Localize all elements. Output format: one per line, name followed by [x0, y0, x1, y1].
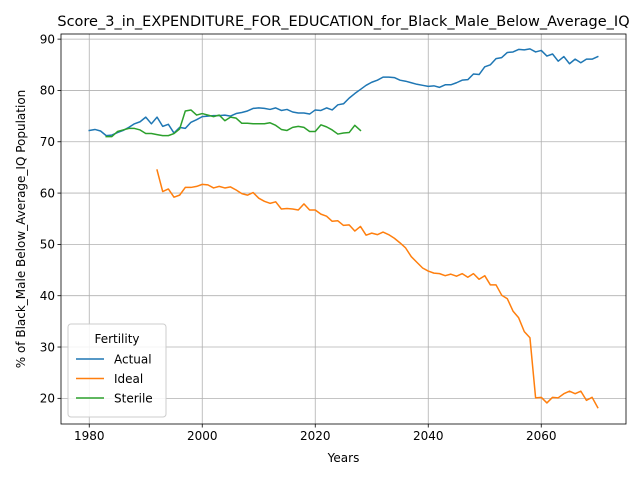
legend-title: Fertility	[94, 332, 139, 346]
chart-title: Score_3_in_EXPENDITURE_FOR_EDUCATION_for…	[57, 14, 629, 30]
legend-items: Actual Ideal Sterile	[76, 352, 153, 405]
x-tick-label: 2060	[526, 429, 557, 443]
y-tick-label: 90	[40, 32, 55, 46]
y-tick-label: 60	[40, 186, 55, 200]
x-tick-label: 2040	[413, 429, 444, 443]
legend-label-sterile: Sterile	[114, 391, 153, 405]
y-axis-label: % of Black_Male Below_Average_IQ Populat…	[14, 90, 28, 369]
grid-lines	[61, 34, 626, 424]
x-tick-label: 2020	[300, 429, 331, 443]
legend-label-actual: Actual	[114, 352, 152, 366]
y-tick-label: 40	[40, 289, 55, 303]
series-lines	[88, 48, 599, 409]
x-tick-label: 1980	[74, 429, 105, 443]
y-tick-label: 70	[40, 135, 55, 149]
y-tick-label: 30	[40, 340, 55, 354]
legend: Fertility Actual Ideal Sterile	[67, 323, 167, 418]
series-line-sterile	[105, 109, 362, 138]
y-axis-ticks: 20 30 40 50 60 70 80 90	[40, 32, 61, 406]
plot-frame	[60, 33, 627, 425]
legend-box	[67, 323, 167, 418]
y-tick-label: 50	[40, 238, 55, 252]
x-axis-label: Years	[327, 451, 360, 465]
x-tick-label: 2000	[187, 429, 218, 443]
y-tick-label: 20	[40, 392, 55, 406]
series-line-ideal	[156, 169, 599, 409]
legend-label-ideal: Ideal	[114, 372, 143, 386]
x-axis-ticks: 1980 2000 2020 2040 2060	[74, 424, 557, 443]
y-tick-label: 80	[40, 84, 55, 98]
